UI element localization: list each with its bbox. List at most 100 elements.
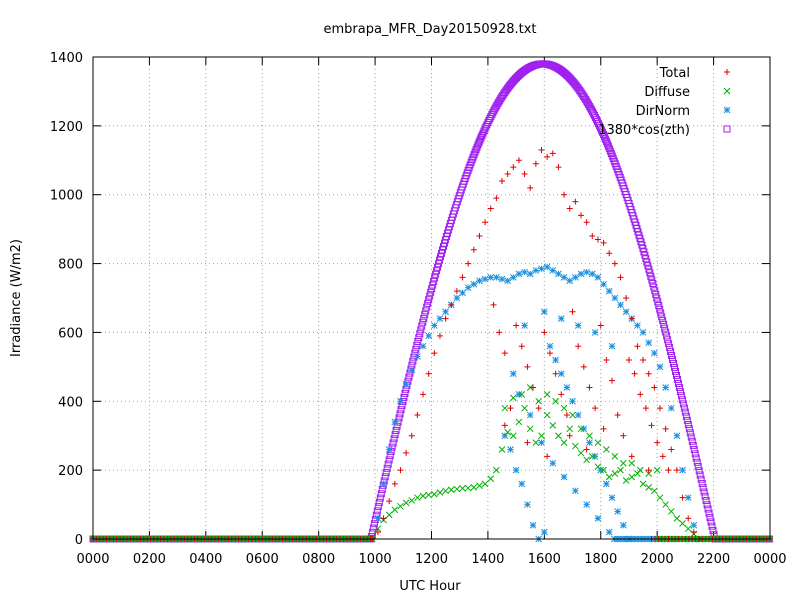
- data-point: [408, 432, 415, 439]
- data-point: [686, 429, 694, 437]
- y-axis-ticks: 0 200 400 600 800 1000 1200 1400: [50, 51, 770, 548]
- data-point: [476, 277, 483, 285]
- data-point: [667, 404, 675, 412]
- data-point: [668, 446, 675, 453]
- data-point: [619, 459, 627, 467]
- data-point: [421, 311, 429, 319]
- data-point: [549, 267, 557, 274]
- data-point: [598, 128, 606, 136]
- data-point: [504, 277, 512, 285]
- data-point: [679, 400, 687, 408]
- data-point: [603, 140, 611, 148]
- data-point: [640, 356, 647, 363]
- data-point: [684, 421, 692, 429]
- data-point: [637, 391, 644, 398]
- data-point: [407, 365, 415, 373]
- data-point: [504, 171, 511, 178]
- data-point: [594, 439, 602, 446]
- data-point: [708, 522, 716, 530]
- data-point: [580, 363, 587, 370]
- data-point: [391, 431, 399, 439]
- data-point: [403, 449, 410, 456]
- data-point: [436, 332, 443, 339]
- data-point: [645, 484, 653, 491]
- data-point: [596, 124, 604, 132]
- data-point: [493, 466, 500, 474]
- data-point: [619, 521, 627, 529]
- data-point: [645, 339, 653, 347]
- data-point: [477, 134, 485, 142]
- data-point: [588, 453, 596, 460]
- data-point: [687, 433, 695, 441]
- data-point: [628, 315, 635, 322]
- data-point: [617, 466, 624, 474]
- data-point: [656, 305, 664, 313]
- data-point: [673, 514, 681, 522]
- data-point: [384, 460, 392, 468]
- data-point: [611, 260, 618, 267]
- data-point: [600, 133, 608, 141]
- data-point: [657, 309, 665, 317]
- y-tick-label: 200: [58, 464, 83, 479]
- data-point: [543, 391, 551, 398]
- data-point: [592, 405, 599, 412]
- data-point: [381, 473, 389, 481]
- data-point: [409, 357, 417, 365]
- y-tick-label: 400: [58, 395, 83, 410]
- data-point: [601, 135, 609, 143]
- data-point: [622, 308, 630, 316]
- data-point: [482, 219, 489, 226]
- legend-label: DirNorm: [636, 104, 690, 119]
- data-point: [476, 136, 484, 144]
- x-tick-label: 1000: [359, 552, 392, 567]
- x-tick-label: 0000: [753, 552, 786, 567]
- data-point: [603, 480, 610, 488]
- data-point: [510, 164, 517, 171]
- data-point: [672, 371, 680, 379]
- data-point: [600, 425, 607, 432]
- x-tick-label: 0400: [189, 552, 222, 567]
- legend-label: 1380*cos(zth): [598, 123, 690, 138]
- data-point: [374, 514, 382, 522]
- data-point: [434, 263, 442, 271]
- data-point: [386, 498, 393, 505]
- data-point: [631, 370, 638, 377]
- data-point: [544, 453, 551, 460]
- data-point: [507, 405, 514, 412]
- data-point: [555, 432, 562, 440]
- data-point: [396, 410, 404, 418]
- data-point: [572, 442, 579, 450]
- data-point: [617, 274, 624, 281]
- data-point: [541, 329, 548, 336]
- data-point: [478, 132, 486, 140]
- data-point: [647, 272, 655, 280]
- data-point: [588, 270, 596, 278]
- data-point: [651, 384, 658, 391]
- data-point: [431, 350, 438, 357]
- data-point: [583, 501, 590, 508]
- data-point: [493, 273, 500, 281]
- data-point: [549, 150, 556, 157]
- data-point: [650, 283, 658, 291]
- x-tick-label: 1600: [528, 552, 561, 567]
- data-point: [692, 454, 700, 462]
- data-point: [689, 441, 697, 449]
- data-point: [577, 425, 585, 433]
- data-point: [645, 470, 653, 477]
- legend-label: Diffuse: [644, 85, 690, 100]
- data-point: [453, 485, 461, 493]
- data-point: [546, 350, 553, 357]
- data-point: [662, 501, 669, 508]
- chart-title: embrapa_MFR_Day20150928.txt: [323, 22, 536, 37]
- data-point: [501, 404, 509, 412]
- data-point: [634, 343, 641, 350]
- data-point: [557, 315, 565, 323]
- data-point: [546, 342, 554, 350]
- x-tick-label: 1800: [584, 552, 617, 567]
- data-point: [470, 484, 478, 491]
- data-point: [518, 480, 526, 488]
- data-point: [487, 205, 494, 212]
- data-point: [658, 313, 666, 321]
- data-point: [464, 284, 472, 292]
- data-point: [649, 279, 657, 287]
